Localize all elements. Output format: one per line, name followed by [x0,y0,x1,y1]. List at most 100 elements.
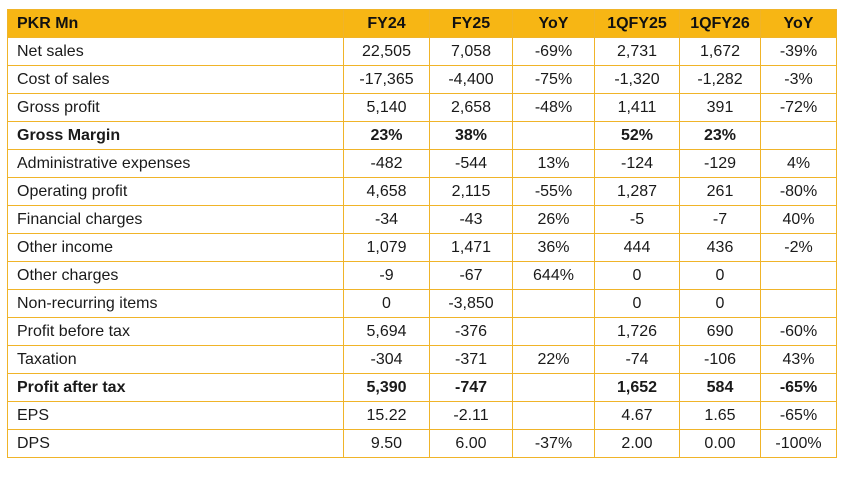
row-label: Profit before tax [7,317,344,346]
table-row: Operating profit 4,658 2,115 -55% 1,287 261 -8… [7,177,837,206]
value-cell [760,261,837,290]
value-cell: 1,726 [594,317,680,346]
financial-table: PKR Mn FY24 FY25 YoY 1QFY25 1QFY26 YoY Net sal… [7,9,837,458]
value-cell: 15.22 [343,401,430,430]
header-cell: YoY [512,9,595,38]
value-cell: 644% [512,261,595,290]
table-header: PKR Mn FY24 FY25 YoY 1QFY25 1QFY26 YoY [7,9,837,38]
value-cell: -129 [679,149,761,178]
table-row: Administrative expenses -482 -544 13% -124 -1… [7,149,837,178]
value-cell: 2,658 [429,93,513,122]
value-cell [512,317,595,346]
value-cell: -43 [429,205,513,234]
value-cell: 1.65 [679,401,761,430]
value-cell: -9 [343,261,430,290]
row-label: Financial charges [7,205,344,234]
value-cell: -100% [760,429,837,458]
value-cell: -3% [760,65,837,94]
value-cell: 22,505 [343,37,430,66]
value-cell: -34 [343,205,430,234]
value-cell: 391 [679,93,761,122]
value-cell: 23% [679,121,761,150]
row-label: EPS [7,401,344,430]
header-cell: FY25 [429,9,513,38]
value-cell: 2.00 [594,429,680,458]
value-cell: 43% [760,345,837,374]
value-cell: -1,320 [594,65,680,94]
value-cell: -544 [429,149,513,178]
table-row: Profit after tax 5,390 -747 1,652 584 -65% [7,373,837,402]
row-label: Taxation [7,345,344,374]
value-cell [512,121,595,150]
value-cell: 444 [594,233,680,262]
table-row: Financial charges -34 -43 26% -5 -7 40% [7,205,837,234]
table-row: Cost of sales -17,365 -4,400 -75% -1,320 -1,2… [7,65,837,94]
table-row: EPS 15.22 -2.11 4.67 1.65 -65% [7,401,837,430]
value-cell [760,289,837,318]
value-cell: -67 [429,261,513,290]
value-cell: -2% [760,233,837,262]
value-cell: -69% [512,37,595,66]
value-cell [760,121,837,150]
value-cell: 5,694 [343,317,430,346]
value-cell: 9.50 [343,429,430,458]
value-cell: 0 [343,289,430,318]
table-row: Non-recurring items 0 -3,850 0 0 [7,289,837,318]
value-cell: 2,731 [594,37,680,66]
header-cell: FY24 [343,9,430,38]
row-label: Cost of sales [7,65,344,94]
row-label: DPS [7,429,344,458]
value-cell: -80% [760,177,837,206]
value-cell: 690 [679,317,761,346]
value-cell: 0.00 [679,429,761,458]
value-cell: 1,079 [343,233,430,262]
value-cell: -4,400 [429,65,513,94]
value-cell: 7,058 [429,37,513,66]
value-cell: 4,658 [343,177,430,206]
row-label: Net sales [7,37,344,66]
value-cell: -48% [512,93,595,122]
value-cell: 26% [512,205,595,234]
value-cell: 4.67 [594,401,680,430]
header-cell: 1QFY26 [679,9,761,38]
value-cell: 1,652 [594,373,680,402]
value-cell: 4% [760,149,837,178]
value-cell: -376 [429,317,513,346]
value-cell: 0 [594,289,680,318]
header-cell: 1QFY25 [594,9,680,38]
value-cell: -482 [343,149,430,178]
table-body: Net sales 22,505 7,058 -69% 2,731 1,672 -39% Co… [7,37,837,458]
table-row: DPS 9.50 6.00 -37% 2.00 0.00 -100% [7,429,837,458]
row-label: Gross profit [7,93,344,122]
value-cell: -60% [760,317,837,346]
row-label: Gross Margin [7,121,344,150]
value-cell: 1,287 [594,177,680,206]
value-cell: 1,672 [679,37,761,66]
table-row: Profit before tax 5,694 -376 1,726 690 -60% [7,317,837,346]
value-cell: -55% [512,177,595,206]
value-cell [512,401,595,430]
value-cell: -2.11 [429,401,513,430]
row-label: Non-recurring items [7,289,344,318]
row-label: Administrative expenses [7,149,344,178]
value-cell: 38% [429,121,513,150]
value-cell: 52% [594,121,680,150]
value-cell: 22% [512,345,595,374]
value-cell: 6.00 [429,429,513,458]
row-label: Profit after tax [7,373,344,402]
value-cell: -75% [512,65,595,94]
value-cell: -106 [679,345,761,374]
header-cell: PKR Mn [7,9,344,38]
value-cell: 1,411 [594,93,680,122]
value-cell: -65% [760,401,837,430]
value-cell: -747 [429,373,513,402]
value-cell: 40% [760,205,837,234]
table-row: Taxation -304 -371 22% -74 -106 43% [7,345,837,374]
value-cell [512,373,595,402]
value-cell: 261 [679,177,761,206]
value-cell: -72% [760,93,837,122]
value-cell: -3,850 [429,289,513,318]
table-row: Other charges -9 -67 644% 0 0 [7,261,837,290]
value-cell: -39% [760,37,837,66]
value-cell: -124 [594,149,680,178]
